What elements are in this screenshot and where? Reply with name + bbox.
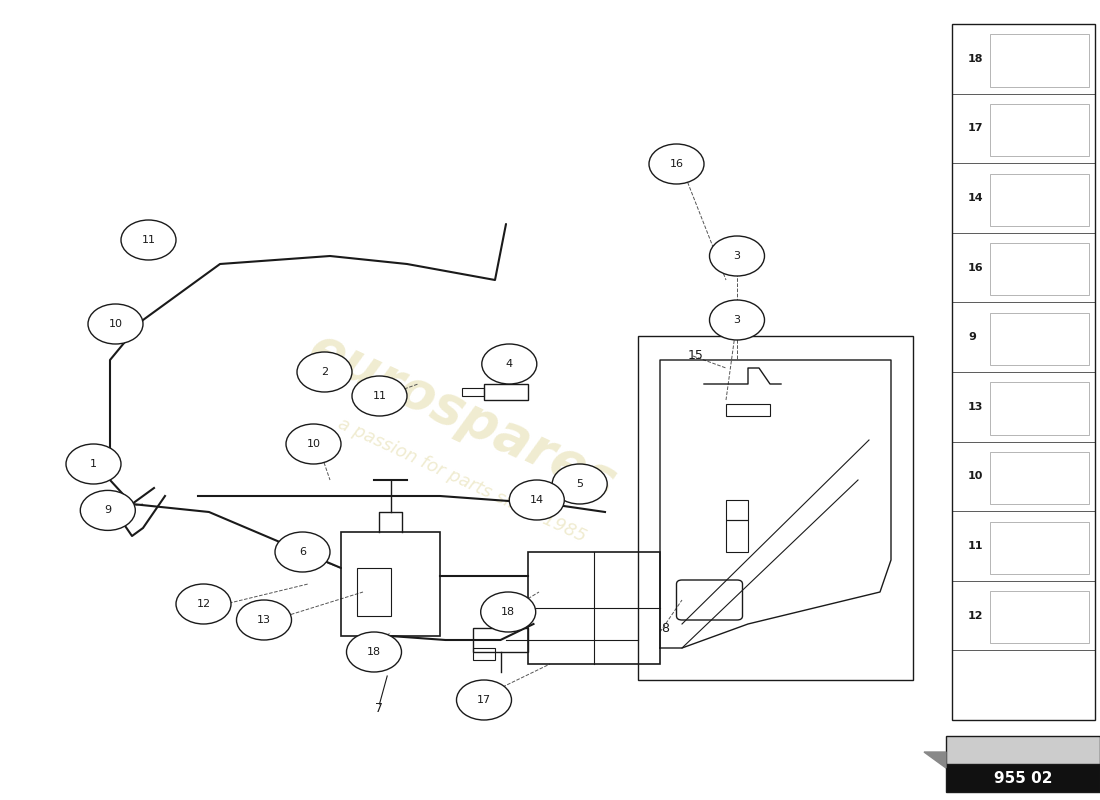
Circle shape: [481, 592, 536, 632]
Bar: [946, 764, 1100, 792]
Bar: [990, 174, 1089, 226]
Text: eurospares: eurospares: [300, 322, 624, 510]
Circle shape: [80, 490, 135, 530]
Text: 18: 18: [968, 54, 983, 64]
Text: 13: 13: [257, 615, 271, 625]
Text: 9: 9: [968, 332, 976, 342]
Text: 11: 11: [968, 541, 983, 551]
Text: 14: 14: [530, 495, 543, 505]
Circle shape: [482, 344, 537, 384]
Text: 10: 10: [968, 471, 983, 482]
Bar: [990, 34, 1089, 86]
Text: 18: 18: [367, 647, 381, 657]
Circle shape: [88, 304, 143, 344]
Circle shape: [297, 352, 352, 392]
Bar: [990, 104, 1089, 156]
Circle shape: [456, 680, 512, 720]
Text: 955 02: 955 02: [993, 771, 1053, 786]
Text: 14: 14: [968, 193, 983, 203]
Text: 18: 18: [502, 607, 515, 617]
Text: 13: 13: [968, 402, 983, 412]
Text: 10: 10: [109, 319, 122, 329]
Text: 16: 16: [968, 262, 983, 273]
Circle shape: [346, 632, 402, 672]
Circle shape: [710, 300, 764, 340]
Circle shape: [286, 424, 341, 464]
Bar: [990, 243, 1089, 295]
Bar: [484, 384, 528, 400]
Text: 11: 11: [142, 235, 155, 245]
Bar: [990, 382, 1089, 434]
Circle shape: [275, 532, 330, 572]
Text: 6: 6: [299, 547, 306, 557]
Circle shape: [710, 236, 764, 276]
Text: 5: 5: [576, 479, 583, 489]
Text: 4: 4: [506, 359, 513, 369]
Bar: [726, 520, 748, 552]
Bar: [473, 648, 495, 660]
Circle shape: [236, 600, 292, 640]
Text: 7: 7: [375, 702, 384, 714]
Bar: [358, 568, 390, 616]
Bar: [726, 500, 748, 520]
Text: 12: 12: [968, 610, 983, 621]
Bar: [341, 532, 440, 636]
Circle shape: [509, 480, 564, 520]
Circle shape: [176, 584, 231, 624]
Text: 1: 1: [90, 459, 97, 469]
Text: 12: 12: [197, 599, 210, 609]
Bar: [952, 24, 1094, 720]
Text: 2: 2: [321, 367, 328, 377]
Bar: [462, 388, 484, 396]
Text: a passion for parts since 1985: a passion for parts since 1985: [336, 414, 588, 546]
Text: 16: 16: [670, 159, 683, 169]
Circle shape: [66, 444, 121, 484]
Text: 8: 8: [661, 622, 670, 634]
Bar: [473, 628, 528, 652]
Circle shape: [121, 220, 176, 260]
Text: 3: 3: [734, 315, 740, 325]
Circle shape: [649, 144, 704, 184]
Bar: [638, 336, 913, 680]
Circle shape: [352, 376, 407, 416]
Bar: [990, 313, 1089, 365]
Circle shape: [552, 464, 607, 504]
Text: 11: 11: [373, 391, 386, 401]
Text: 17: 17: [968, 123, 983, 134]
Text: 15: 15: [688, 350, 703, 362]
Bar: [726, 404, 770, 416]
Text: 9: 9: [104, 506, 111, 515]
Text: 10: 10: [307, 439, 320, 449]
Polygon shape: [924, 752, 946, 768]
Text: 3: 3: [734, 251, 740, 261]
Text: 17: 17: [477, 695, 491, 705]
Bar: [946, 736, 1100, 768]
Bar: [990, 522, 1089, 574]
Bar: [990, 452, 1089, 504]
Bar: [528, 552, 660, 664]
Bar: [990, 591, 1089, 643]
